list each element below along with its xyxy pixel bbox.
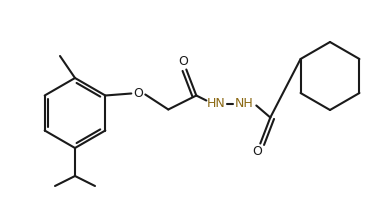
Text: NH: NH — [235, 97, 254, 110]
Text: O: O — [134, 87, 143, 100]
Text: HN: HN — [207, 97, 226, 110]
Text: O: O — [178, 55, 188, 68]
Text: O: O — [252, 145, 262, 158]
